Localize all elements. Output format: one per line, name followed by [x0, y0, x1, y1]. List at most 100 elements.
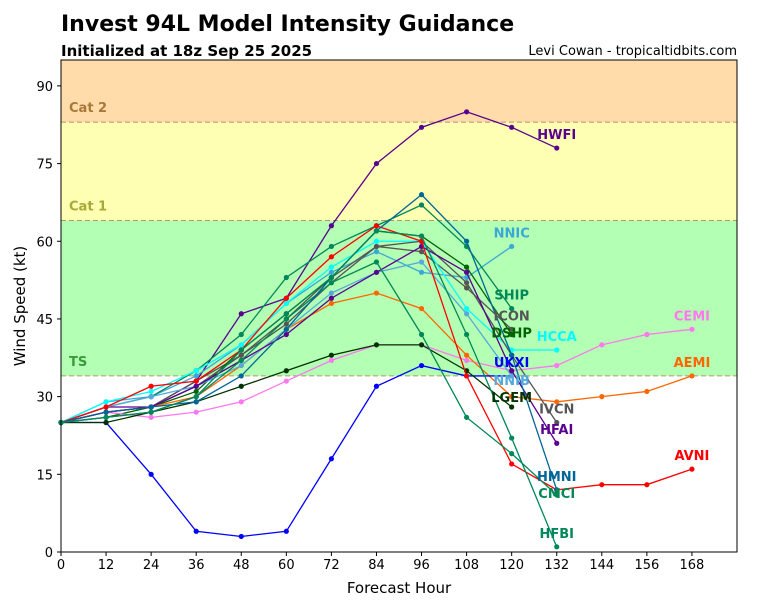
series-hfbi	[58, 228, 560, 550]
x-tick-label: 156	[634, 558, 659, 573]
x-tick-label: 72	[323, 558, 340, 573]
data-point	[644, 331, 650, 338]
data-point	[464, 352, 470, 358]
data-point	[328, 280, 334, 286]
data-point	[238, 399, 244, 405]
data-point	[554, 347, 560, 353]
series-label-lgem: LGEM	[491, 391, 532, 406]
x-tick-label: 108	[454, 558, 479, 573]
data-point	[148, 388, 154, 395]
data-point	[103, 414, 109, 420]
data-point	[238, 383, 244, 389]
data-point	[238, 362, 244, 369]
data-point	[193, 388, 199, 395]
plot-frame	[60, 59, 738, 553]
data-point	[148, 471, 154, 477]
series-label-hcca: HCCA	[537, 330, 577, 345]
data-point	[373, 243, 380, 250]
data-point	[328, 352, 334, 358]
data-point	[193, 383, 199, 389]
series-label-dshp: DSHP	[491, 326, 532, 341]
y-tick-label: 15	[36, 468, 53, 483]
data-point	[283, 321, 289, 327]
data-point	[554, 492, 560, 498]
data-point	[689, 466, 695, 472]
data-point	[464, 285, 470, 291]
x-tick-label: 48	[233, 558, 250, 573]
data-point	[509, 243, 515, 250]
data-point	[148, 383, 154, 389]
data-point	[464, 373, 470, 379]
data-point	[464, 280, 470, 286]
data-point	[418, 362, 425, 369]
data-point	[373, 342, 380, 348]
data-point	[328, 300, 334, 307]
chart-subtitle: Initialized at 18z Sep 25 2025	[61, 42, 312, 60]
data-point	[418, 202, 425, 208]
data-point	[238, 533, 244, 540]
data-point	[599, 394, 605, 400]
data-point	[464, 269, 470, 275]
x-axis-label: Forecast Hour	[347, 579, 452, 597]
data-point	[509, 451, 515, 457]
data-point	[193, 394, 199, 400]
data-point	[193, 368, 199, 374]
band-label: Cat 2	[69, 101, 107, 116]
x-tick-label: 60	[278, 558, 295, 573]
data-point	[689, 326, 695, 332]
data-point	[238, 357, 244, 363]
series-label-hfai: HFAI	[540, 423, 573, 438]
data-point	[238, 352, 244, 358]
data-point	[509, 404, 515, 410]
series-label-cmci: CMCI	[538, 487, 575, 502]
data-point	[328, 290, 334, 296]
data-point	[373, 290, 380, 296]
y-tick-label: 60	[36, 235, 53, 250]
y-tick-label: 30	[36, 391, 53, 406]
data-point	[509, 331, 515, 338]
series-line	[60, 230, 558, 548]
data-point	[509, 305, 515, 312]
series-line	[61, 364, 512, 538]
data-point	[509, 394, 515, 400]
x-tick-label: 24	[143, 558, 160, 573]
data-point	[328, 264, 334, 270]
chart-title: Invest 94L Model Intensity Guidance	[61, 12, 514, 37]
data-point	[193, 528, 199, 534]
data-point	[418, 305, 425, 312]
data-point	[193, 409, 199, 415]
data-point	[103, 419, 109, 426]
data-point	[148, 409, 154, 415]
data-point	[418, 249, 425, 255]
band-cat-2	[61, 60, 737, 123]
y-tick-label: 90	[36, 80, 53, 95]
data-point	[554, 544, 560, 550]
data-point	[103, 404, 109, 410]
data-point	[554, 362, 560, 369]
data-point	[464, 414, 470, 420]
data-point	[554, 419, 560, 426]
series-label-avni: AVNI	[674, 449, 709, 464]
data-point	[464, 264, 470, 270]
data-point	[464, 305, 470, 312]
x-tick-label: 96	[413, 558, 430, 573]
series-line	[60, 240, 557, 424]
x-tick-label: 84	[368, 558, 385, 573]
data-point	[193, 399, 199, 405]
data-point	[599, 482, 605, 488]
data-point	[373, 383, 380, 389]
data-point	[328, 456, 334, 462]
data-point	[283, 368, 289, 374]
data-point	[464, 109, 470, 115]
data-point	[328, 295, 334, 301]
data-point	[418, 124, 425, 130]
series-label-ship: SHIP	[494, 289, 529, 304]
data-point	[283, 378, 289, 384]
data-point	[644, 388, 650, 395]
data-point	[373, 259, 380, 265]
series-label-hwfi: HWFI	[537, 128, 576, 143]
x-tick-label: 144	[589, 558, 614, 573]
data-point	[689, 373, 695, 379]
data-point	[373, 160, 380, 167]
